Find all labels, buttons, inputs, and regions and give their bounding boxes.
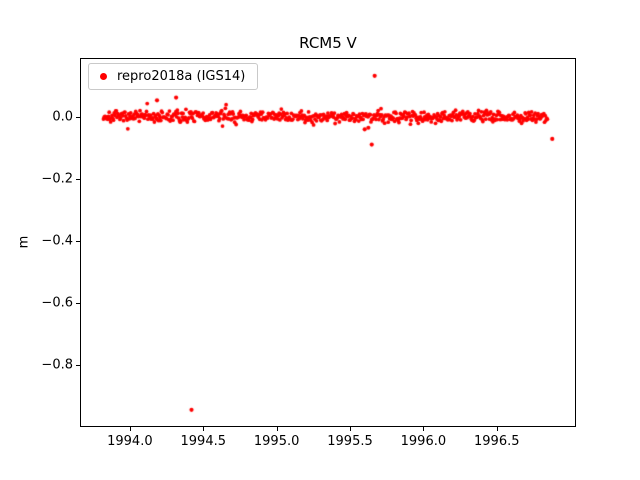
x-tick-label: 1996.5 xyxy=(474,434,520,449)
x-tick-mark xyxy=(129,427,131,431)
scatter-canvas xyxy=(81,59,575,426)
y-tick-label: −0.6 xyxy=(41,295,73,311)
y-axis-label: m xyxy=(16,235,32,249)
x-tick-label: 1994.0 xyxy=(107,434,153,449)
x-tick-label: 1994.5 xyxy=(180,434,227,449)
legend: repro2018a (IGS14) xyxy=(88,63,259,90)
y-tick-label: −0.4 xyxy=(41,233,73,249)
x-tick-mark xyxy=(203,427,205,431)
y-tick-label: −0.2 xyxy=(41,171,73,187)
y-tick-mark xyxy=(76,365,80,367)
x-tick-mark xyxy=(350,427,351,431)
y-tick-mark xyxy=(76,116,80,118)
y-tick-label: 0.0 xyxy=(52,109,73,125)
y-tick-label: −0.8 xyxy=(41,357,73,373)
x-tick-mark xyxy=(276,427,278,431)
x-tick-mark xyxy=(496,427,498,431)
x-tick-label: 1995.0 xyxy=(253,434,300,449)
x-tick-label: 1996.0 xyxy=(400,434,447,449)
legend-marker-dot xyxy=(100,73,107,80)
y-tick-mark xyxy=(76,178,80,180)
legend-label: repro2018a (IGS14) xyxy=(117,69,246,84)
x-tick-mark xyxy=(423,427,425,431)
y-tick-mark xyxy=(76,240,80,242)
x-tick-label: 1995.5 xyxy=(327,434,373,449)
y-tick-mark xyxy=(76,303,80,305)
chart-title: RCM5 V xyxy=(299,34,357,52)
plot-area: repro2018a (IGS14) xyxy=(80,58,576,427)
